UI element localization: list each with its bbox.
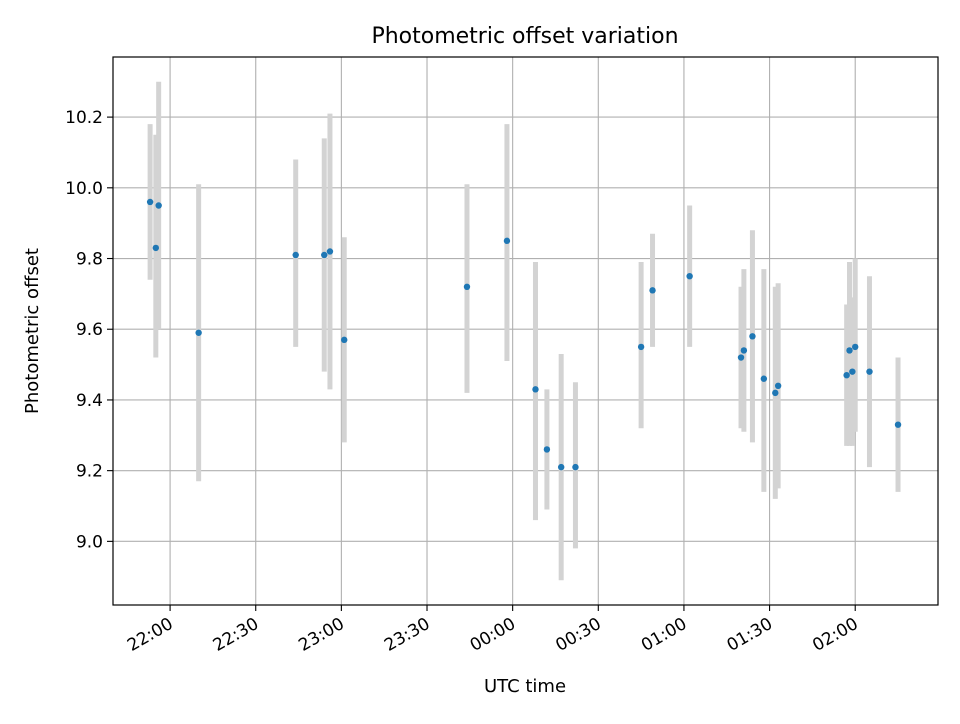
chart-title: Photometric offset variation bbox=[371, 24, 678, 49]
y-tick-label: 9.0 bbox=[76, 532, 103, 552]
data-point bbox=[843, 371, 850, 379]
data-points bbox=[146, 198, 902, 471]
data-point bbox=[532, 386, 539, 393]
plot-frame bbox=[112, 56, 939, 606]
data-point bbox=[463, 283, 471, 291]
data-point bbox=[543, 446, 551, 453]
data-point bbox=[894, 421, 902, 428]
data-point bbox=[846, 347, 853, 354]
data-point bbox=[557, 463, 565, 471]
data-point bbox=[326, 248, 334, 255]
y-tick-label: 10.2 bbox=[65, 108, 103, 128]
data-point bbox=[341, 336, 348, 344]
data-point bbox=[852, 343, 859, 351]
data-point bbox=[637, 343, 645, 351]
data-point bbox=[760, 375, 768, 382]
data-point bbox=[155, 202, 162, 209]
data-point bbox=[737, 354, 745, 361]
data-point bbox=[686, 273, 693, 280]
data-point bbox=[292, 251, 299, 259]
data-point bbox=[572, 463, 579, 471]
data-point bbox=[749, 333, 756, 340]
data-point bbox=[774, 382, 782, 389]
data-point bbox=[195, 329, 202, 336]
y-axis: 9.0 9.2 9.4 9.6 9.8 10.0 10.2 bbox=[65, 108, 113, 552]
y-tick-label: 9.8 bbox=[76, 250, 103, 270]
y-axis-label: Photometric offset bbox=[22, 248, 43, 414]
x-axis-label: UTC time bbox=[484, 676, 566, 697]
data-point bbox=[152, 244, 160, 252]
y-tick-label: 10.0 bbox=[65, 179, 103, 199]
data-point bbox=[740, 347, 748, 354]
data-point bbox=[649, 287, 656, 294]
data-point bbox=[503, 237, 511, 245]
data-point bbox=[146, 198, 154, 206]
data-point bbox=[772, 389, 779, 397]
y-tick-label: 9.2 bbox=[76, 462, 103, 482]
y-tick-label: 9.4 bbox=[76, 391, 103, 411]
y-tick-label: 9.6 bbox=[76, 320, 103, 340]
data-point bbox=[849, 368, 856, 375]
data-point bbox=[321, 251, 328, 259]
grid bbox=[113, 57, 938, 605]
data-point bbox=[866, 368, 873, 375]
